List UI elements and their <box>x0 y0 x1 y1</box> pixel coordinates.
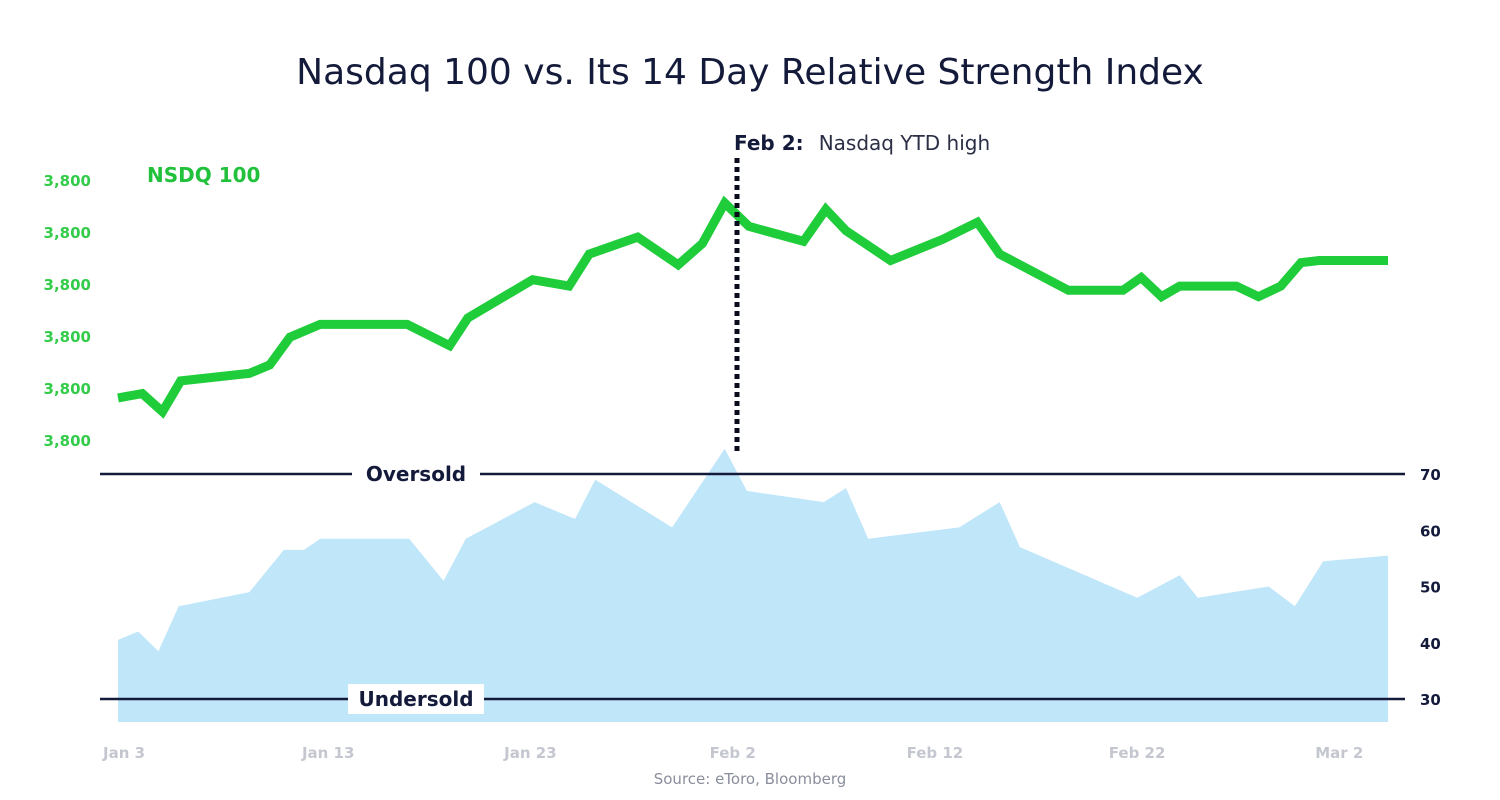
x-axis-tick: Jan 23 <box>503 744 556 762</box>
x-axis-tick: Feb 2 <box>710 744 756 762</box>
left-axis-tick: 3,800 <box>44 276 91 294</box>
price-layer <box>117 195 1388 419</box>
rsi-layer <box>118 448 1388 722</box>
oversold-label-bg <box>352 459 480 489</box>
right-axis-tick: 50 <box>1420 579 1441 597</box>
right-axis: 70 60 50 40 30 <box>1420 466 1441 709</box>
annotation-date: Feb 2: <box>734 131 804 155</box>
x-axis-tick: Jan 3 <box>102 744 145 762</box>
annotation-label: Nasdaq YTD high <box>819 131 990 155</box>
left-axis-tick: 3,800 <box>44 432 91 450</box>
chart-title: Nasdaq 100 vs. Its 14 Day Relative Stren… <box>296 52 1204 93</box>
annotation-text: Feb 2: Nasdaq YTD high <box>734 131 990 155</box>
left-axis-tick: 3,800 <box>44 224 91 242</box>
x-axis-tick: Mar 2 <box>1315 744 1363 762</box>
left-axis: 3,800 3,800 3,800 3,800 3,800 3,800 <box>44 172 91 450</box>
rsi-area <box>118 448 1388 722</box>
undersold-label-bg <box>348 684 484 714</box>
right-axis-tick: 30 <box>1420 691 1441 709</box>
nsdq-100-line <box>117 195 1388 419</box>
right-axis-tick: 40 <box>1420 635 1441 653</box>
x-axis: Jan 3 Jan 13 Jan 23 Feb 2 Feb 12 Feb 22 Mar 2 <box>102 744 1363 762</box>
legend-nsdq-100: NSDQ 100 <box>147 163 260 187</box>
oversold-label: Oversold <box>366 462 466 486</box>
left-axis-tick: 3,800 <box>44 380 91 398</box>
source-note: Source: eToro, Bloomberg <box>654 770 847 788</box>
x-axis-tick: Feb 22 <box>1109 744 1166 762</box>
left-axis-tick: 3,800 <box>44 172 91 190</box>
undersold-label: Undersold <box>358 687 473 711</box>
left-axis-tick: 3,800 <box>44 328 91 346</box>
right-axis-tick: 70 <box>1420 466 1441 484</box>
x-axis-tick: Feb 12 <box>907 744 964 762</box>
x-axis-tick: Jan 13 <box>301 744 354 762</box>
right-axis-tick: 60 <box>1420 522 1441 540</box>
